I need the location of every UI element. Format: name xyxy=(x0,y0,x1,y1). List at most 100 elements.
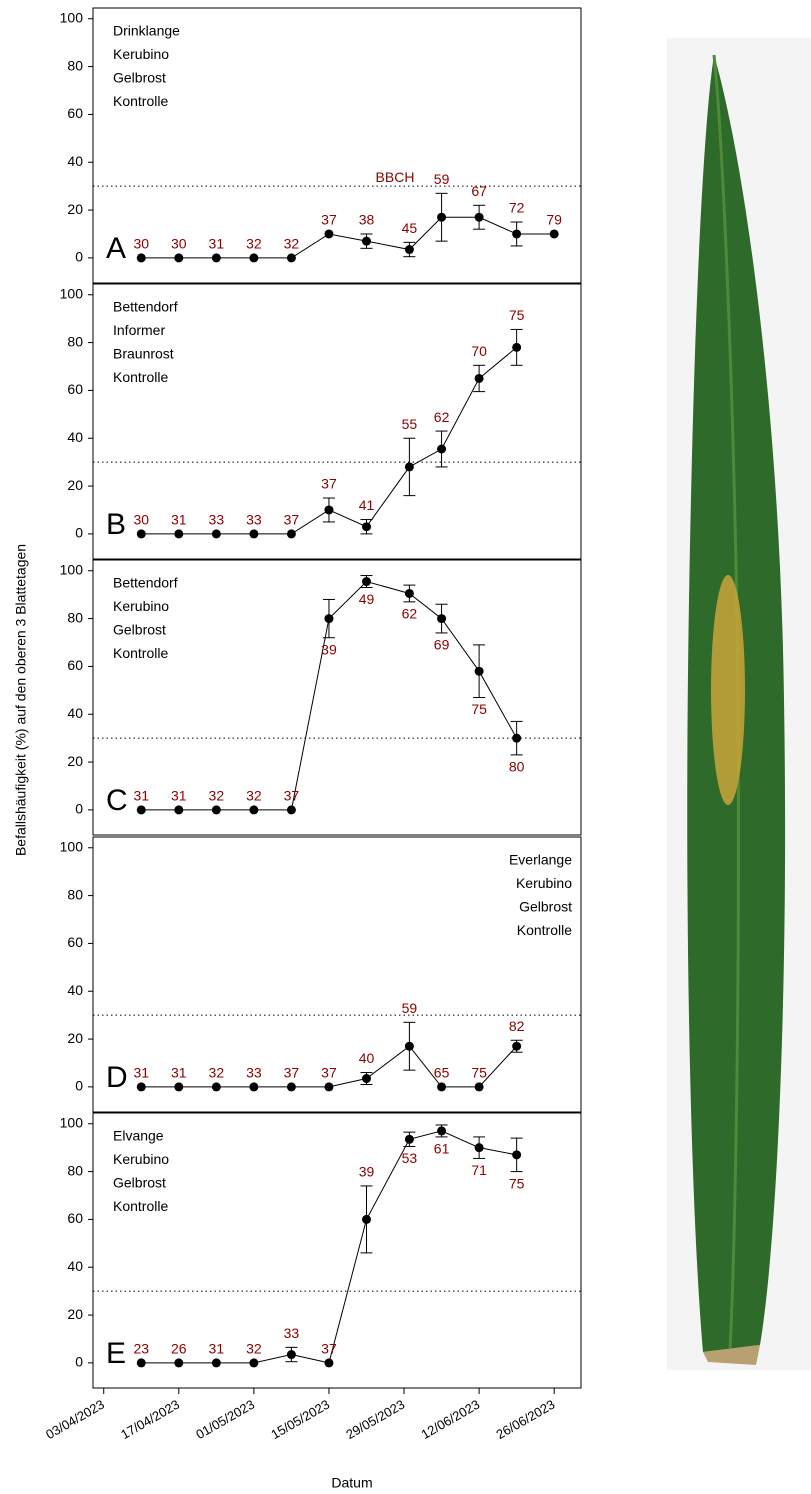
bbch-label: 41 xyxy=(359,497,375,513)
panel-annotation: Gelbrost xyxy=(113,70,166,86)
data-point xyxy=(324,614,333,623)
data-point xyxy=(212,1082,221,1091)
bbch-label: 39 xyxy=(321,641,337,657)
data-point xyxy=(405,1135,414,1144)
bbch-label: 82 xyxy=(509,1018,525,1034)
panel-annotation: Kerubino xyxy=(113,1151,169,1167)
bbch-label: 33 xyxy=(246,512,262,528)
data-point xyxy=(475,1082,484,1091)
data-point xyxy=(212,805,221,814)
y-tick-label: 100 xyxy=(60,1114,84,1130)
bbch-label: 70 xyxy=(471,343,487,359)
y-tick-label: 0 xyxy=(75,1078,83,1094)
bbch-label: 65 xyxy=(434,1065,450,1081)
y-axis-label: Befallshäufigkeit (%) auf den oberen 3 B… xyxy=(13,544,29,856)
y-tick-label: 40 xyxy=(67,1258,83,1274)
y-tick-label: 40 xyxy=(67,982,83,998)
bbch-label: 30 xyxy=(171,236,187,252)
bbch-label: 39 xyxy=(359,1164,375,1180)
bbch-label: 31 xyxy=(171,1065,187,1081)
y-tick-label: 60 xyxy=(67,657,83,673)
panel-annotation: Drinklange xyxy=(113,23,180,39)
bbch-label: 72 xyxy=(509,200,525,216)
y-tick-label: 100 xyxy=(60,9,84,25)
y-tick-label: 0 xyxy=(75,249,83,265)
data-point xyxy=(362,522,371,531)
plot-frame xyxy=(93,284,581,559)
y-tick-label: 20 xyxy=(67,1030,83,1046)
leaf-photo xyxy=(667,38,811,1370)
panel-annotation: Gelbrost xyxy=(519,899,572,915)
bbch-label: 30 xyxy=(133,236,149,252)
data-point xyxy=(512,343,521,352)
bbch-label: 37 xyxy=(284,512,300,528)
panel-annotation: Kontrolle xyxy=(113,93,168,109)
bbch-label: 31 xyxy=(133,788,149,804)
bbch-label: 33 xyxy=(284,1325,300,1341)
data-point xyxy=(137,529,146,538)
data-point xyxy=(137,253,146,262)
data-point xyxy=(437,213,446,222)
y-tick-label: 0 xyxy=(75,1354,83,1370)
x-tick-label: 15/05/2023 xyxy=(268,1397,332,1443)
panel-annotation: Bettendorf xyxy=(113,299,178,315)
figure: Befallshäufigkeit (%) auf den oberen 3 B… xyxy=(0,0,811,1494)
bbch-label: 49 xyxy=(359,591,375,607)
x-tick-label: 03/04/2023 xyxy=(43,1397,107,1443)
panel-annotation: Kontrolle xyxy=(113,369,168,385)
x-tick-label: 12/06/2023 xyxy=(418,1397,482,1443)
bbch-label: 37 xyxy=(321,476,337,492)
bbch-label: 37 xyxy=(321,1065,337,1081)
data-point xyxy=(212,253,221,262)
data-point xyxy=(324,1082,333,1091)
data-point xyxy=(249,253,258,262)
bbch-label: 71 xyxy=(471,1162,487,1178)
x-tick-label: 01/05/2023 xyxy=(193,1397,257,1443)
y-tick-label: 0 xyxy=(75,525,83,541)
series-line xyxy=(141,217,554,258)
data-point xyxy=(287,1350,296,1359)
bbch-label: 62 xyxy=(402,606,418,622)
bbch-label: 33 xyxy=(209,512,225,528)
data-point xyxy=(174,529,183,538)
bbch-label: 38 xyxy=(359,212,375,228)
bbch-label: 62 xyxy=(434,409,450,425)
bbch-title: BBCH xyxy=(376,169,415,185)
data-point xyxy=(324,505,333,514)
bbch-label: 55 xyxy=(402,416,418,432)
bbch-label: 31 xyxy=(171,788,187,804)
bbch-label: 75 xyxy=(471,701,487,717)
data-point xyxy=(287,1082,296,1091)
panel-annotation: Kerubino xyxy=(113,46,169,62)
data-point xyxy=(249,805,258,814)
bbch-label: 40 xyxy=(359,1050,375,1066)
rust-patch xyxy=(711,575,745,805)
panel-annotation: Kontrolle xyxy=(517,922,572,938)
data-point xyxy=(362,577,371,586)
data-point xyxy=(249,1082,258,1091)
panel-annotation: Kontrolle xyxy=(113,1198,168,1214)
data-point xyxy=(174,1082,183,1091)
data-point xyxy=(405,245,414,254)
bbch-label: 32 xyxy=(209,1065,225,1081)
bbch-label: 23 xyxy=(133,1341,149,1357)
panel-annotation: Gelbrost xyxy=(113,622,166,638)
bbch-label: 32 xyxy=(284,236,300,252)
bbch-label: 37 xyxy=(321,1341,337,1357)
panel-annotation: Gelbrost xyxy=(113,1175,166,1191)
data-point xyxy=(287,253,296,262)
data-point xyxy=(137,1082,146,1091)
bbch-label: 59 xyxy=(434,171,450,187)
bbch-label: 32 xyxy=(246,788,262,804)
panel-letter: A xyxy=(106,232,126,265)
data-point xyxy=(137,805,146,814)
data-point xyxy=(475,374,484,383)
panel-annotation: Kerubino xyxy=(113,598,169,614)
panel-annotation: Bettendorf xyxy=(113,575,178,591)
y-tick-label: 80 xyxy=(67,333,83,349)
bbch-label: 69 xyxy=(434,637,450,653)
bbch-label: 32 xyxy=(246,1341,262,1357)
bbch-label: 37 xyxy=(284,788,300,804)
data-point xyxy=(249,1358,258,1367)
y-tick-label: 40 xyxy=(67,429,83,445)
